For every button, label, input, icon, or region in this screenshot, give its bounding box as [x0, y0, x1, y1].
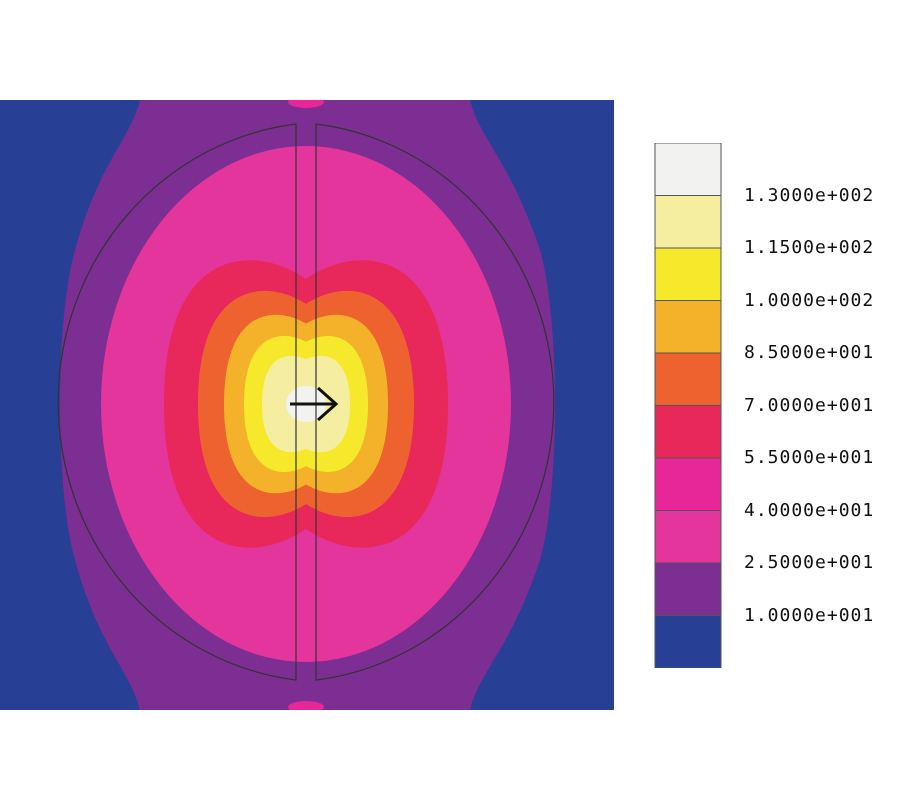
field-contour-plot — [0, 100, 614, 710]
legend-swatch — [654, 405, 722, 459]
legend-label: 1.0000e+002 — [744, 289, 875, 311]
band-bottom-tip — [288, 701, 324, 710]
arrow-right-icon — [290, 386, 339, 422]
band-top-tip — [288, 100, 324, 108]
legend-swatch — [654, 615, 722, 668]
legend-label: 5.5000e+001 — [744, 447, 875, 468]
legend-swatch — [654, 143, 722, 196]
legend-swatch — [654, 195, 722, 249]
color-legend — [654, 143, 722, 668]
legend-label: 7.0000e+001 — [744, 394, 875, 416]
left-half-outline — [57, 123, 297, 681]
legend-label: 8.5000e+001 — [744, 342, 875, 363]
legend-label: 1.0000e+001 — [744, 604, 875, 626]
legend-swatch — [654, 562, 722, 616]
legend-label: 1.1500e+002 — [744, 237, 875, 258]
legend-swatch — [654, 352, 722, 406]
legend-label: 4.0000e+001 — [744, 499, 875, 521]
legend-label: 2.5000e+001 — [744, 552, 875, 573]
legend-swatch — [654, 457, 722, 511]
legend-swatch — [654, 247, 722, 301]
legend-swatch — [654, 300, 722, 354]
right-half-outline — [315, 123, 555, 681]
legend-swatch — [654, 510, 722, 564]
legend-label: 1.3000e+002 — [744, 184, 875, 206]
